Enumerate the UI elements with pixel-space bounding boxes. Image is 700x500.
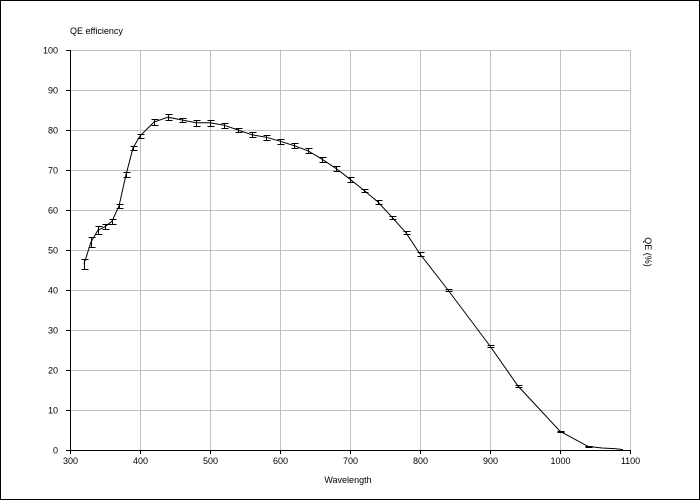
- error-bar: [109, 219, 117, 225]
- error-bar: [179, 118, 187, 123]
- x-tick-label: 800: [413, 456, 428, 466]
- error-bar: [221, 123, 229, 129]
- error-bar: [585, 446, 593, 448]
- error-bar: [116, 204, 124, 209]
- error-bar: [319, 157, 327, 163]
- y-tick-label: 80: [48, 126, 58, 136]
- y-tick-label: 100: [43, 46, 58, 56]
- error-bar: [137, 134, 145, 139]
- error-bar: [207, 120, 215, 127]
- error-bar: [130, 146, 138, 151]
- chart-title: QE efficiency: [70, 26, 123, 36]
- x-tick-label: 1100: [621, 456, 640, 466]
- x-tick-label: 700: [343, 456, 358, 466]
- error-bar: [333, 166, 341, 172]
- y-tick-label: 20: [48, 366, 58, 376]
- error-bar: [193, 120, 201, 127]
- x-tick-label: 600: [273, 456, 288, 466]
- grid-lines: [70, 50, 631, 451]
- y-axis-label: QE (%): [643, 237, 653, 267]
- error-bar: [417, 252, 425, 257]
- error-bar: [291, 143, 299, 149]
- y-tick-label: 10: [48, 406, 58, 416]
- axes: [66, 50, 631, 454]
- error-bar: [375, 200, 383, 205]
- y-tick-label: 50: [48, 246, 58, 256]
- error-bar: [95, 226, 103, 235]
- error-bar: [263, 135, 271, 141]
- y-tick-label: 30: [48, 326, 58, 336]
- plot-area: [81, 114, 624, 451]
- y-tick-label: 60: [48, 206, 58, 216]
- error-bar: [557, 431, 565, 433]
- y-tick-label: 0: [53, 446, 58, 456]
- qe-curve-line: [83, 116, 624, 451]
- error-bar: [88, 237, 96, 248]
- error-bar: [305, 148, 313, 154]
- x-tick-label: 400: [133, 456, 148, 466]
- tick-labels: 300 400 500 600 700 800 900 1000 1100 0 10 20 30 40 50…: [43, 46, 640, 467]
- error-bar: [347, 177, 355, 183]
- error-bar: [249, 132, 257, 138]
- error-bar: [445, 289, 453, 292]
- y-tick-label: 90: [48, 86, 58, 96]
- error-bar: [81, 259, 89, 270]
- y-tick-label: 40: [48, 286, 58, 296]
- x-tick-label: 900: [483, 456, 498, 466]
- error-bar: [277, 139, 285, 145]
- error-bar: [487, 345, 495, 348]
- x-tick-label: 1000: [550, 456, 570, 466]
- error-bar: [123, 172, 131, 178]
- error-bar: [389, 216, 397, 220]
- error-bar: [151, 119, 159, 126]
- error-bar: [361, 189, 369, 193]
- error-bar: [403, 231, 411, 235]
- error-bar: [515, 385, 523, 388]
- error-bar: [165, 114, 173, 121]
- error-bar: [235, 128, 243, 133]
- y-tick-label: 70: [48, 166, 58, 176]
- x-axis-label: Wavelength: [324, 475, 371, 485]
- error-bar: [102, 224, 110, 230]
- x-tick-label: 500: [203, 456, 218, 466]
- x-tick-label: 300: [63, 456, 78, 466]
